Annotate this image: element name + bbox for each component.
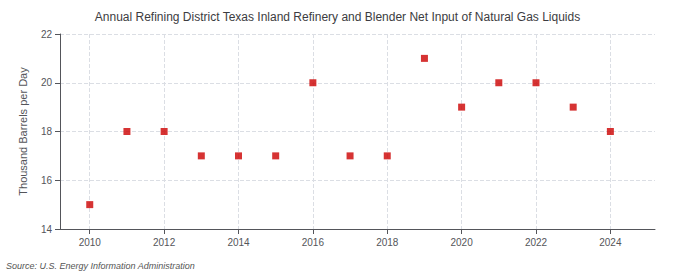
svg-text:18: 18 — [41, 126, 53, 137]
svg-text:2014: 2014 — [227, 237, 250, 248]
svg-text:Source: U.S. Energy Informatio: Source: U.S. Energy Information Administ… — [6, 261, 195, 271]
svg-text:2022: 2022 — [525, 237, 548, 248]
svg-text:2020: 2020 — [451, 237, 474, 248]
svg-text:2024: 2024 — [599, 237, 622, 248]
svg-text:Annual Refining District Texas: Annual Refining District Texas Inland Re… — [95, 10, 580, 24]
svg-text:2010: 2010 — [79, 237, 102, 248]
svg-text:2012: 2012 — [153, 237, 176, 248]
svg-text:22: 22 — [41, 29, 53, 40]
svg-text:2016: 2016 — [302, 237, 325, 248]
svg-text:20: 20 — [41, 77, 53, 88]
svg-text:14: 14 — [41, 224, 53, 235]
svg-text:16: 16 — [41, 175, 53, 186]
svg-text:Thousand Barrels per Day: Thousand Barrels per Day — [17, 67, 29, 196]
svg-text:2018: 2018 — [376, 237, 399, 248]
